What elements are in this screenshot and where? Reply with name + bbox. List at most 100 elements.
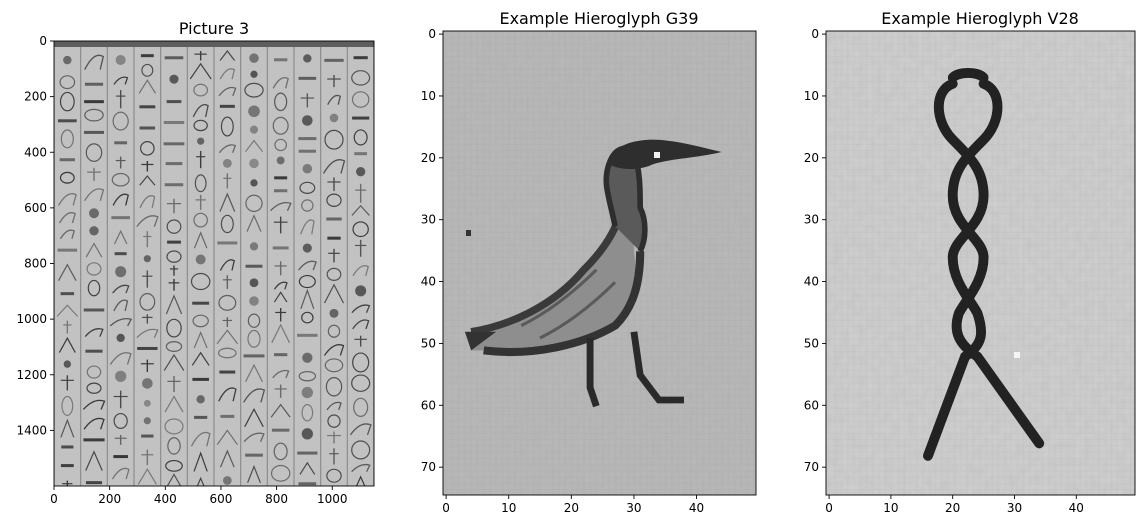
wall-glyph	[84, 188, 105, 202]
wall-glyph	[329, 113, 339, 123]
x-tick-label: 10	[501, 501, 516, 515]
wall-glyph	[163, 120, 185, 124]
x-tick-label: 400	[154, 492, 177, 506]
wall-glyph	[355, 285, 367, 297]
wall-glyph	[245, 453, 263, 457]
wall-glyph	[142, 378, 153, 389]
wall-glyph	[63, 55, 72, 65]
wall-glyph	[298, 482, 317, 486]
axes-frame-3	[825, 30, 1136, 496]
wall-glyph	[192, 377, 209, 381]
wall-glyph	[113, 455, 128, 459]
x-tick-label: 30	[1007, 501, 1022, 515]
wall-glyph	[352, 352, 370, 373]
wick-silhouette	[923, 67, 1045, 461]
wall-glyph	[85, 481, 103, 485]
wall-glyph	[352, 265, 370, 277]
wall-glyph	[166, 219, 182, 234]
x-tick-label: 40	[689, 501, 704, 515]
y-tick-label: 1200	[16, 368, 47, 382]
wall-glyph	[166, 250, 182, 263]
wall-glyph	[167, 437, 181, 455]
wall-glyph	[351, 463, 371, 473]
wall-glyph	[196, 476, 205, 486]
wall-glyph	[84, 108, 104, 122]
wall-glyph	[273, 442, 288, 461]
wall-glyph	[114, 252, 127, 256]
wall-glyph	[273, 58, 288, 62]
wall-glyph	[299, 461, 316, 475]
wall-glyph	[270, 403, 291, 418]
wall-glyph	[243, 432, 265, 443]
wall-glyph-columns	[54, 41, 374, 486]
wall-glyph	[86, 262, 102, 276]
wall-glyph	[245, 264, 263, 268]
wall-glyph	[83, 438, 105, 442]
y-tick-label: 400	[24, 145, 47, 159]
wall-glyph	[59, 171, 75, 184]
wall-glyph	[139, 105, 156, 109]
ticks-panel-3: 0 10 20 30 40 0 10 20 30 40 50 60 70	[804, 27, 1084, 515]
y-tick-label: 0	[811, 27, 819, 41]
wall-glyph	[115, 370, 127, 383]
wall-glyph	[298, 260, 317, 271]
wall-glyph	[298, 274, 316, 289]
wall-glyph	[300, 219, 315, 235]
y-tick-label: 70	[421, 460, 436, 474]
wall-glyph	[60, 129, 74, 149]
wall-glyph	[143, 417, 151, 425]
y-tick-label: 600	[24, 201, 47, 215]
wall-glyph	[271, 428, 290, 432]
x-tick-label: 40	[1069, 501, 1084, 515]
wall-glyph	[302, 243, 312, 253]
wall-glyph	[326, 267, 342, 281]
wall-glyph	[354, 152, 368, 156]
wall-glyph	[220, 414, 235, 418]
y-tick-label: 60	[421, 398, 436, 412]
wall-glyph	[218, 294, 237, 311]
wall-glyph	[298, 137, 317, 141]
wall-glyph	[196, 395, 205, 404]
wall-glyph	[272, 116, 289, 135]
wall-glyph	[351, 70, 371, 86]
wall-glyph	[89, 208, 99, 219]
wall-glyph	[249, 296, 259, 306]
wall-glyph	[111, 172, 130, 187]
wall-glyph	[273, 291, 288, 303]
wall-glyph	[164, 56, 184, 60]
wall-glyph	[298, 370, 317, 382]
wall-glyph	[166, 473, 182, 486]
wall-glyph	[167, 240, 181, 244]
wall-glyph	[59, 75, 76, 90]
wall-glyph	[249, 53, 259, 63]
wall-glyph	[244, 407, 264, 428]
wall-glyph	[87, 279, 101, 297]
wall-glyph	[327, 414, 341, 428]
wall-glyph	[222, 158, 232, 168]
wall-glyph	[220, 214, 234, 234]
wall-glyph	[57, 248, 78, 252]
wall-glyph	[327, 324, 341, 338]
wall-glyph	[250, 70, 258, 78]
y-tick-label: 1000	[16, 312, 47, 326]
duck-silhouette	[464, 139, 722, 408]
wall-glyph	[85, 242, 103, 258]
wall-glyph	[194, 415, 208, 419]
y-tick-label: 20	[421, 151, 436, 165]
wall-glyph	[297, 333, 318, 337]
wall-glyph	[82, 399, 106, 410]
wall-glyph	[193, 451, 208, 472]
wall-glyph	[192, 314, 209, 328]
wall-glyph	[140, 140, 155, 156]
wall-glyph	[326, 217, 342, 221]
wall-glyph	[219, 192, 236, 212]
wall-glyph	[193, 212, 208, 228]
panel-hieroglyph-v28: Example Hieroglyph V28 0 10 20 30 40 0 10 20 30 4…	[804, 9, 1136, 515]
wall-glyph	[327, 236, 341, 240]
wall-glyph	[113, 412, 128, 429]
wall-glyph	[302, 163, 313, 174]
y-tick-label: 50	[421, 336, 436, 350]
wall-glyph	[327, 94, 342, 105]
wall-glyph	[190, 431, 211, 447]
